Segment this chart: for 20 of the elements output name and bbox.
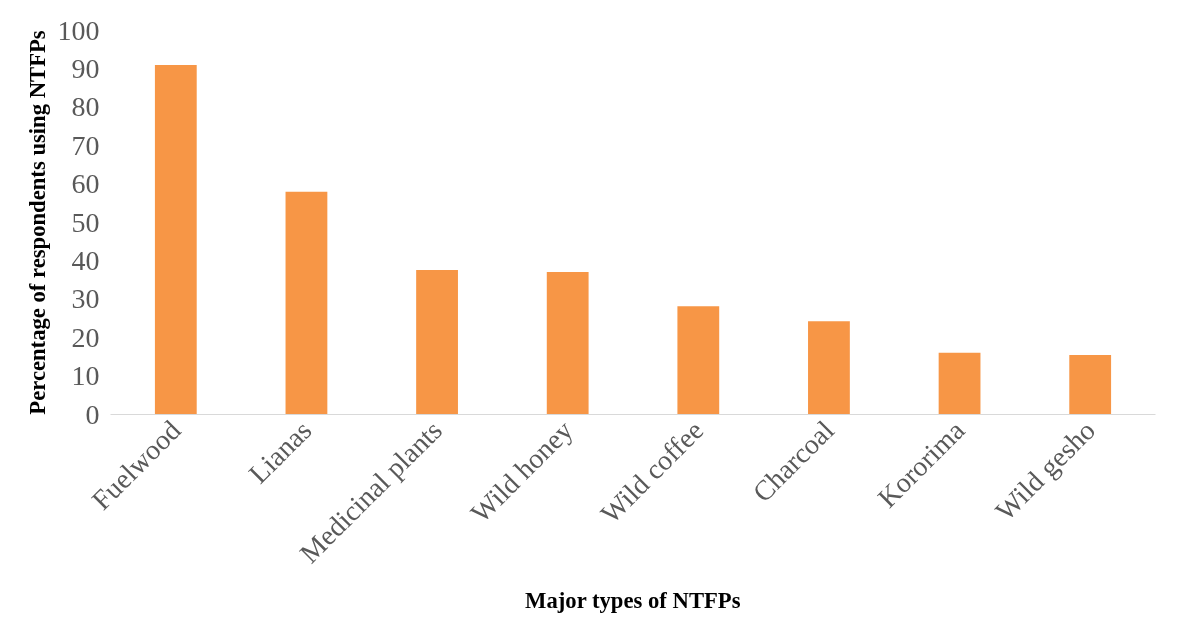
bar (416, 270, 458, 415)
bar (808, 321, 850, 415)
bar (938, 352, 981, 415)
y-tick-label: 80 (71, 91, 100, 123)
bar (285, 191, 328, 415)
x-axis-title: Major types of NTFPs (525, 587, 741, 613)
y-tick-label: 70 (71, 129, 100, 161)
y-tick-label: 100 (57, 14, 100, 46)
bar (677, 306, 720, 415)
y-tick-label: 90 (71, 52, 100, 84)
bar (546, 272, 589, 415)
y-tick-label: 60 (71, 168, 100, 200)
y-axis-title: Percentage of respondents using NTFPs (24, 30, 50, 415)
y-tick-label: 20 (71, 321, 100, 353)
bar (154, 65, 197, 415)
y-tick-label: 10 (71, 360, 100, 392)
y-tick-label: 40 (71, 244, 100, 276)
y-tick-label: 30 (71, 283, 100, 315)
bar (1069, 354, 1112, 415)
y-tick-label: 50 (71, 206, 100, 238)
